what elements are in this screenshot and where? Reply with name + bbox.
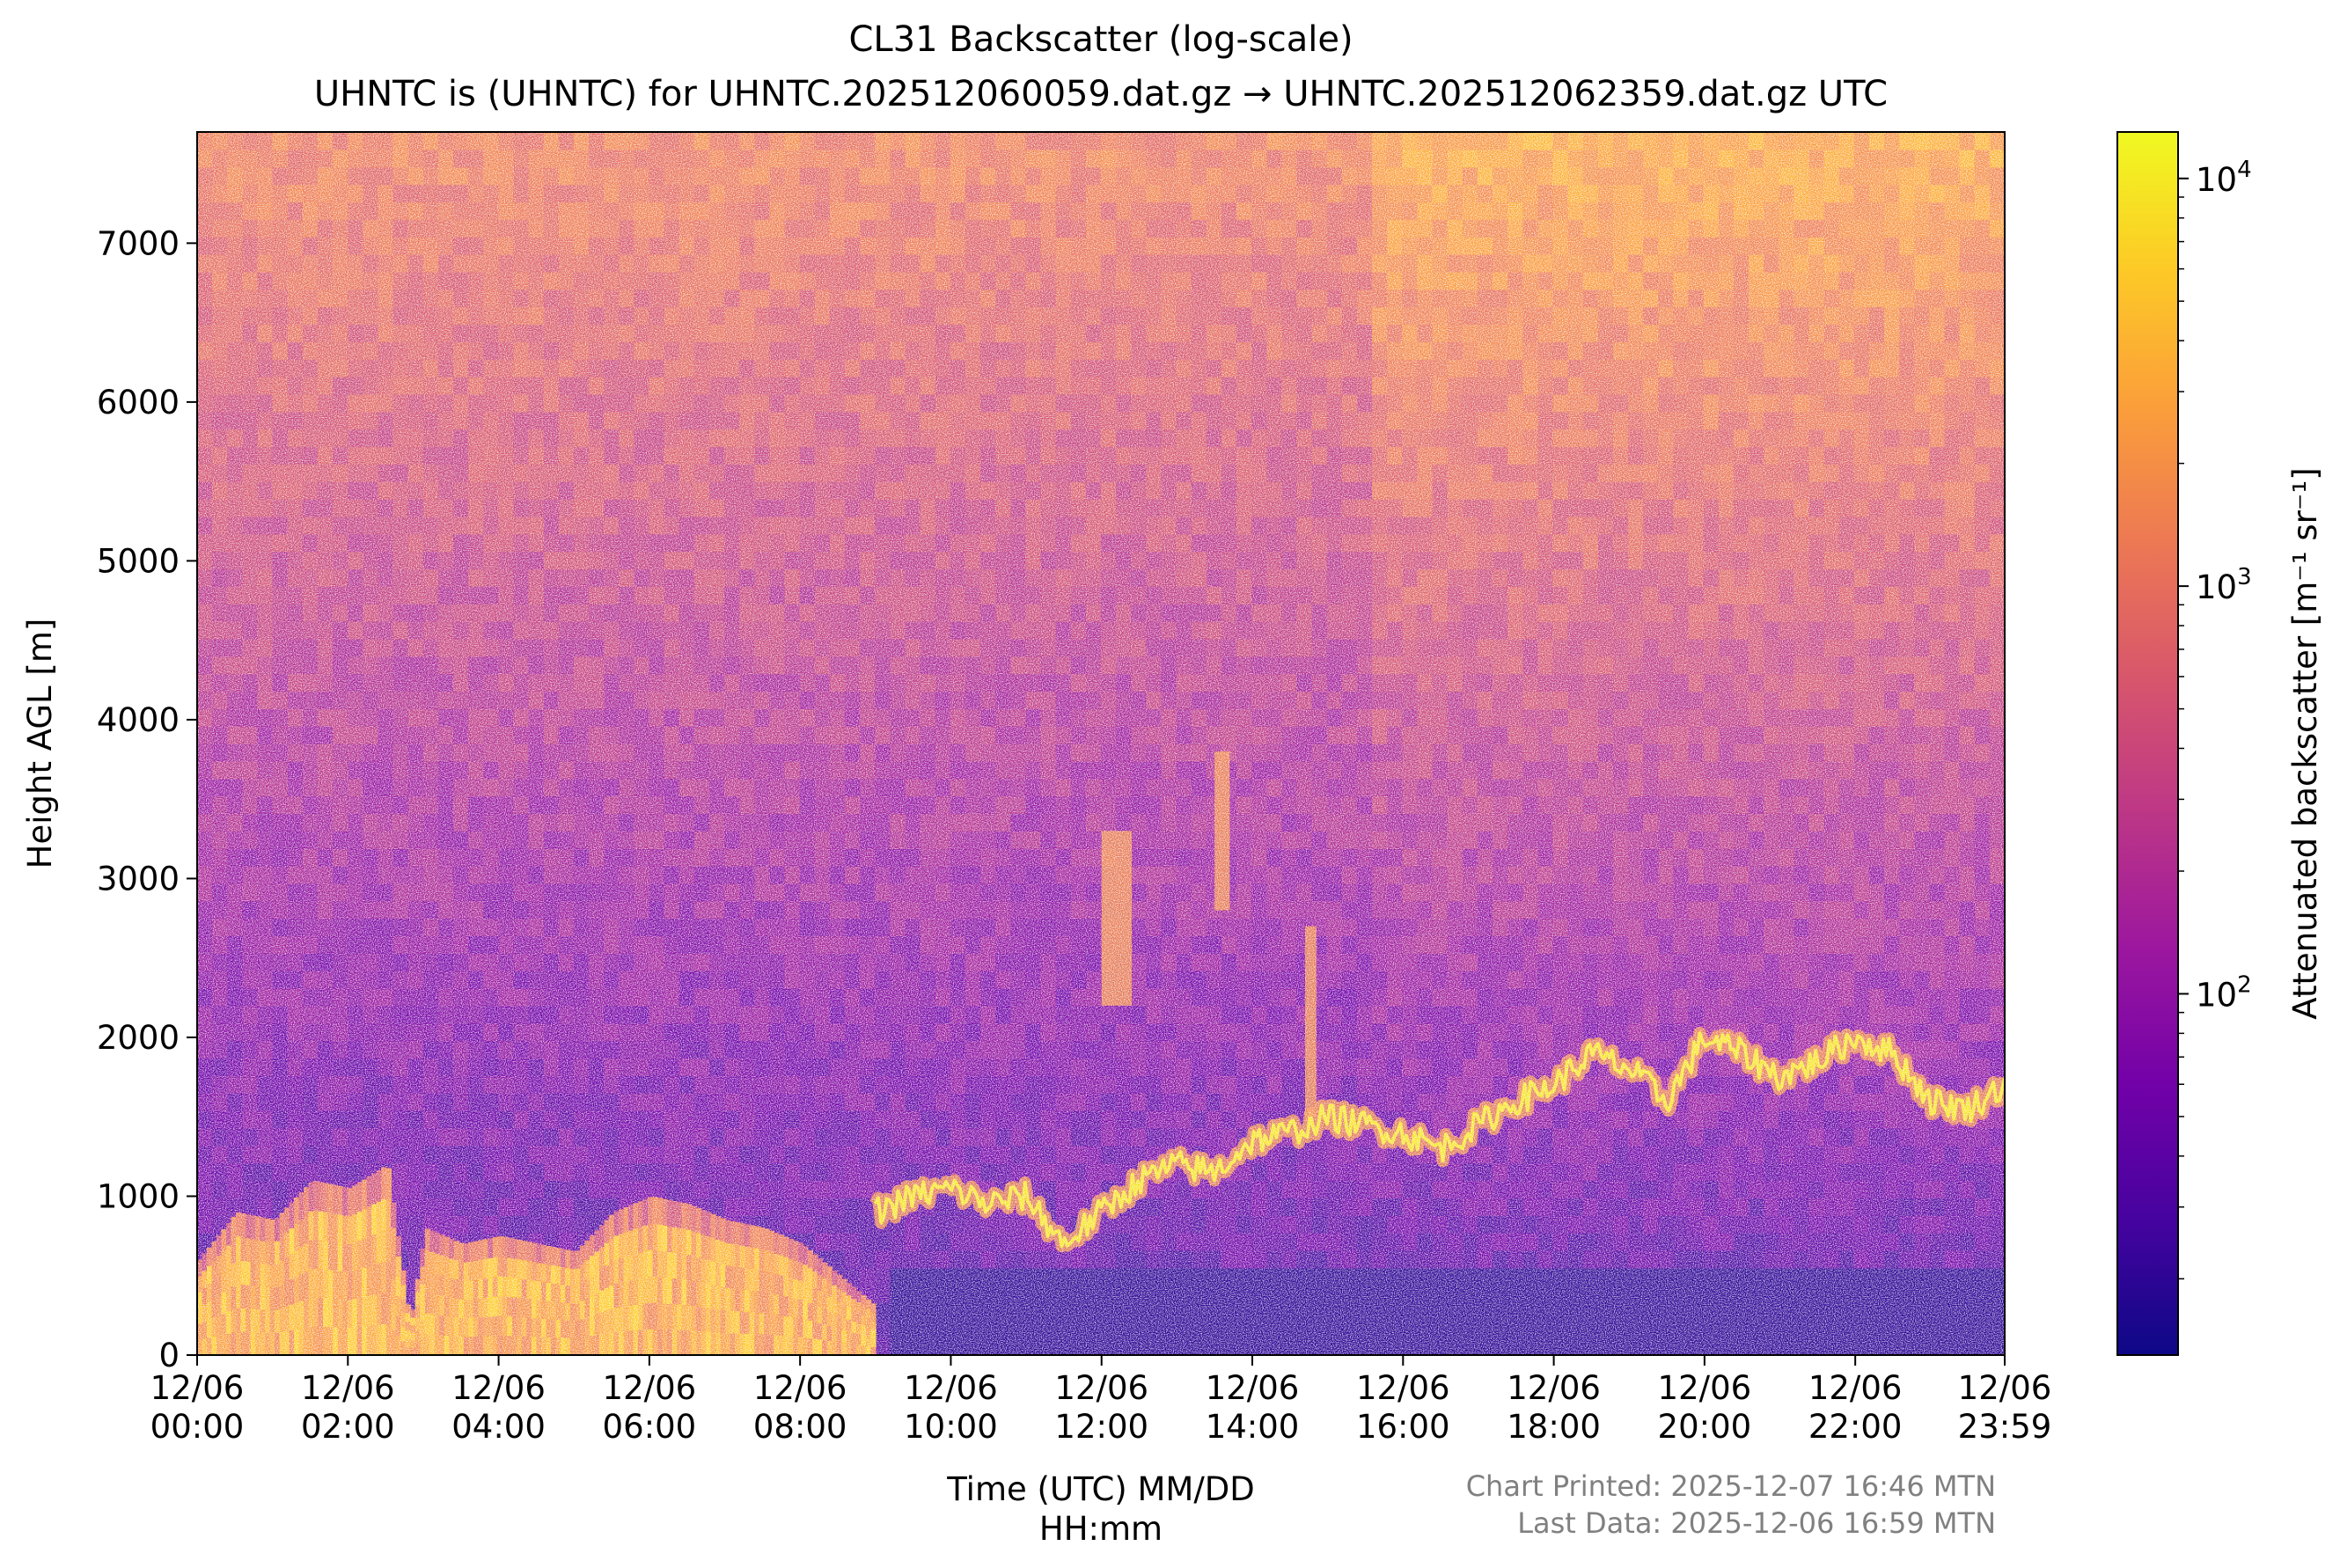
plot-area — [197, 132, 2005, 1355]
chart-title: CL31 Backscatter (log-scale) — [848, 19, 1353, 60]
chart-subtitle: UHNTC is (UHNTC) for UHNTC.202512060059.… — [314, 74, 1888, 114]
